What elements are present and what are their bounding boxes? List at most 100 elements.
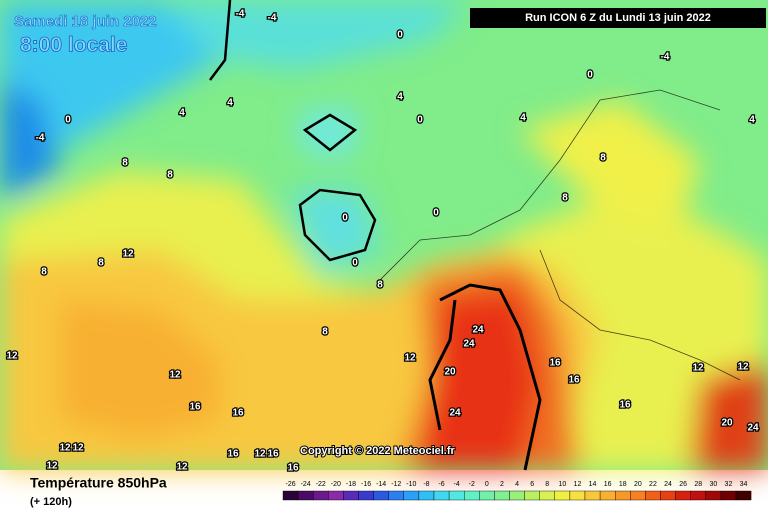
legend-label: 34 xyxy=(740,481,748,488)
legend-swatch xyxy=(328,490,344,501)
legend-swatch xyxy=(554,490,571,501)
legend-swatch xyxy=(373,490,389,501)
legend-swatch xyxy=(358,490,374,501)
legend-swatch xyxy=(479,490,495,501)
legend-swatch xyxy=(433,490,450,501)
contour-label: 16 xyxy=(549,358,561,369)
contour-label: 16 xyxy=(227,449,239,460)
contour-label: 4 xyxy=(397,92,403,103)
contour-label: 16 xyxy=(619,400,631,411)
legend-label: -6 xyxy=(438,481,444,488)
contour-label: 0 xyxy=(65,115,71,126)
legend-swatch xyxy=(615,490,631,501)
contour-label: -4 xyxy=(268,13,277,24)
legend-label: 30 xyxy=(709,481,717,488)
contour-label: 20 xyxy=(721,418,733,429)
legend-swatch xyxy=(524,490,540,501)
contour-label: 16 xyxy=(267,449,279,460)
legend-label: 26 xyxy=(679,481,687,488)
legend-swatch xyxy=(388,490,405,501)
run-info: Run ICON 6 Z du Lundi 13 juin 2022 xyxy=(525,12,711,24)
legend-swatch xyxy=(735,490,752,501)
contour-label: 8 xyxy=(600,153,606,164)
contour-label: 0 xyxy=(352,258,358,269)
legend-label: -24 xyxy=(301,481,311,488)
contour-label: -4 xyxy=(36,133,45,144)
legend-label: -22 xyxy=(316,481,326,488)
contour-label: 16 xyxy=(189,402,201,413)
contour-label: 16 xyxy=(568,375,580,386)
contour-label: -4 xyxy=(661,52,670,63)
contour-label: 12 xyxy=(59,443,71,454)
run-box xyxy=(470,8,766,28)
legend-label: 10 xyxy=(558,481,566,488)
legend-swatch xyxy=(343,490,359,501)
legend-label: -16 xyxy=(361,481,371,488)
contour-label: 4 xyxy=(520,113,526,124)
contour-label: 8 xyxy=(98,258,104,269)
contour-label: 24 xyxy=(449,408,461,419)
legend-swatch xyxy=(418,490,435,501)
footer-title: Température 850hPa xyxy=(30,475,167,491)
legend-label: -10 xyxy=(406,481,416,488)
legend-label: 16 xyxy=(604,481,612,488)
legend-label: 28 xyxy=(694,481,702,488)
contour-label: 4 xyxy=(179,108,185,119)
contour-label: 4 xyxy=(227,98,233,109)
legend-swatch xyxy=(705,490,722,501)
legend-swatch xyxy=(494,490,510,501)
legend-swatch xyxy=(645,490,661,501)
contour-label: 12 xyxy=(176,462,188,473)
contour-label: 12 xyxy=(46,461,58,472)
legend-label: -18 xyxy=(346,481,356,488)
contour-label: 8 xyxy=(562,193,568,204)
legend-label: 2 xyxy=(500,481,504,488)
contour-label: 8 xyxy=(41,267,47,278)
contour-label: 12 xyxy=(72,443,84,454)
legend-label: -20 xyxy=(331,481,341,488)
legend-label: -12 xyxy=(391,481,401,488)
contour-label: 0 xyxy=(342,213,348,224)
legend-swatch xyxy=(690,490,707,501)
lead-time: (+ 120h) xyxy=(30,496,72,508)
color-legend: -26 -24 -22 -20 -18 -16 -14 -12 -10 -8 -6 -4 -2 0 2 4 6 8… xyxy=(282,481,752,501)
contour-label: 8 xyxy=(167,170,173,181)
legend-swatch xyxy=(675,490,691,501)
legend-label: 12 xyxy=(574,481,582,488)
legend-label: 6 xyxy=(530,481,534,488)
legend-label: 0 xyxy=(485,481,489,488)
contour-label: 12 xyxy=(692,363,704,374)
contour-label: 16 xyxy=(232,408,244,419)
contour-label: 8 xyxy=(322,327,328,338)
contour-label: 0 xyxy=(587,70,593,81)
contour-label: -4 xyxy=(236,9,245,20)
contour-labels: -4 -400-40-444440888812888824242024121216… xyxy=(5,7,760,475)
legend-swatch xyxy=(720,490,737,501)
legend-label: -4 xyxy=(454,481,460,488)
legend-swatch xyxy=(448,490,465,501)
legend-label: -8 xyxy=(423,481,429,488)
contour-label: 12 xyxy=(737,362,749,373)
local-time: 8:00 locale xyxy=(20,34,127,57)
contour-label: 0 xyxy=(433,208,439,219)
contour-label: 12 xyxy=(122,249,134,260)
legend-label: -26 xyxy=(285,481,295,488)
contour-label: 20 xyxy=(444,367,456,378)
contour-label: 8 xyxy=(377,280,383,291)
contour-label: 8 xyxy=(122,158,128,169)
legend-swatch xyxy=(509,490,525,501)
legend-label: 32 xyxy=(725,481,733,488)
legend-swatch xyxy=(297,490,314,501)
contour-label: 12 xyxy=(404,353,416,364)
legend-swatch xyxy=(403,490,420,501)
copyright: Copyright © 2022 Meteociel.fr xyxy=(300,445,456,457)
contour-label: 0 xyxy=(397,30,403,41)
legend-label: -14 xyxy=(376,481,386,488)
contour-label: 16 xyxy=(287,463,299,474)
date: Samedi 18 juin 2022 xyxy=(14,13,157,30)
legend-swatch xyxy=(464,490,480,501)
legend-label: 24 xyxy=(664,481,672,488)
legend-swatch xyxy=(282,490,299,501)
contour-label: 12 xyxy=(254,449,266,460)
